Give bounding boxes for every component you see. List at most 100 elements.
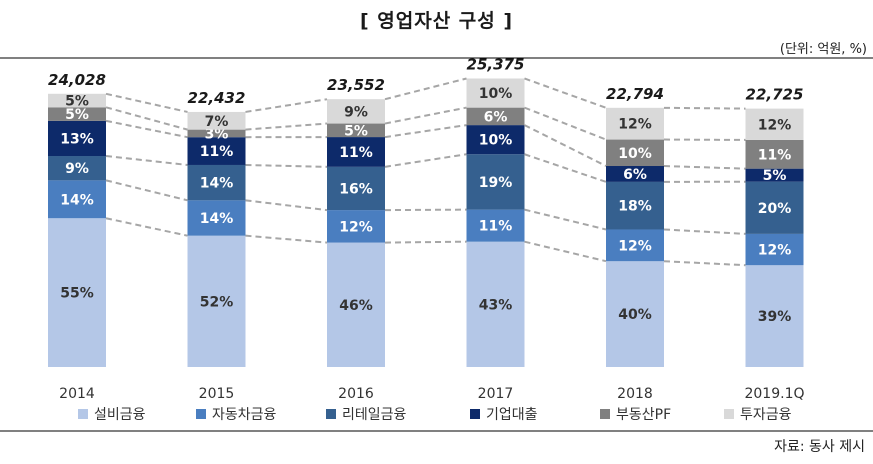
- legend-label-investment: 투자금융: [740, 407, 792, 423]
- data-label: 10%: [479, 86, 513, 102]
- connector-line: [384, 240, 467, 244]
- connector-line: [384, 124, 467, 139]
- connector-line: [524, 153, 607, 183]
- data-label: 18%: [618, 199, 652, 215]
- legend-swatch-lease: [326, 409, 336, 419]
- bar-segment-realestate: [606, 139, 664, 167]
- bar-segment-investment: [466, 78, 525, 108]
- bar-segment-auto: [466, 209, 525, 242]
- data-label: 52%: [200, 294, 234, 310]
- data-label: 16%: [339, 181, 373, 197]
- bar-segment-equipment: [606, 261, 664, 367]
- connector-line: [663, 228, 746, 235]
- connector-line: [245, 163, 328, 168]
- connector-line: [245, 199, 328, 212]
- connector-line: [663, 260, 746, 267]
- bar-segment-corporate: [745, 168, 804, 182]
- bar-segment-lease: [606, 181, 664, 230]
- bar-segment-realestate: [187, 129, 246, 138]
- data-label: 11%: [479, 219, 513, 235]
- x-tick-label: 2016: [338, 386, 374, 402]
- connector-line: [105, 106, 188, 131]
- bar-segment-corporate: [327, 137, 385, 167]
- legend-label-lease: 리테일금융: [342, 407, 407, 423]
- bar-segment-realestate: [745, 139, 804, 169]
- data-label: 5%: [65, 107, 89, 123]
- bar-segment-investment: [327, 99, 385, 124]
- data-label: 39%: [758, 309, 792, 325]
- total-label: 22,794: [606, 85, 664, 103]
- bar-segment-auto: [606, 229, 664, 262]
- connector-line: [245, 234, 328, 244]
- chart-title: [ 영업자산 구성 ]: [359, 10, 514, 32]
- connector-line: [384, 106, 467, 125]
- legend-swatch-equipment: [78, 409, 88, 419]
- data-label: 12%: [758, 243, 792, 259]
- connector-line: [245, 122, 328, 131]
- bar-segment-corporate: [466, 125, 525, 155]
- bar-segment-lease: [466, 154, 525, 210]
- connector-line: [663, 165, 746, 170]
- connector-line: [105, 92, 188, 113]
- total-label: 25,375: [467, 55, 525, 73]
- data-label: 12%: [758, 117, 792, 133]
- connector-line: [105, 119, 188, 139]
- data-label: 12%: [618, 117, 652, 133]
- data-label: 5%: [763, 168, 787, 184]
- connector-line: [524, 106, 607, 141]
- bar-segment-investment: [48, 93, 106, 108]
- data-label: 14%: [60, 192, 94, 208]
- legend-label-equipment: 설비금융: [94, 407, 146, 423]
- connector-line: [524, 124, 607, 167]
- data-label: 12%: [618, 238, 652, 254]
- bar-segment-auto: [187, 200, 246, 236]
- legend-label-corporate: 기업대출: [486, 407, 538, 423]
- bar-segment-equipment: [466, 241, 525, 367]
- x-tick-label: 2018: [617, 386, 653, 402]
- data-label: 5%: [344, 123, 368, 139]
- data-label: 9%: [344, 104, 368, 120]
- legend-swatch-corporate: [470, 409, 480, 419]
- data-label: 10%: [618, 146, 652, 162]
- connector-line: [105, 217, 188, 237]
- legend-swatch-investment: [724, 409, 734, 419]
- data-label: 11%: [758, 147, 792, 163]
- bar-segment-equipment: [745, 265, 804, 367]
- data-label: 55%: [60, 286, 94, 302]
- data-label: 5%: [65, 94, 89, 110]
- connector-line: [105, 155, 188, 166]
- bar-segment-investment: [187, 111, 246, 130]
- bar-segment-auto: [327, 210, 385, 243]
- connector-line: [524, 240, 607, 263]
- connector-line: [384, 77, 467, 101]
- total-label: 23,552: [327, 76, 385, 94]
- bar-segment-investment: [745, 108, 804, 140]
- bar-segment-auto: [48, 180, 106, 219]
- source-note: 자료: 동사 제시: [774, 439, 865, 455]
- legend-label-auto: 자동차금융: [212, 407, 277, 423]
- bar-segment-realestate: [466, 107, 525, 126]
- data-label: 43%: [479, 297, 513, 313]
- data-label: 9%: [65, 161, 89, 177]
- data-label: 11%: [339, 145, 373, 161]
- bar-segment-lease: [745, 181, 804, 234]
- bar-segment-investment: [606, 107, 664, 140]
- connector-line: [384, 153, 467, 168]
- data-label: 40%: [618, 307, 652, 323]
- bar-segment-equipment: [327, 242, 385, 367]
- legend-swatch-auto: [196, 409, 206, 419]
- bar-segment-equipment: [187, 235, 246, 367]
- data-label: 10%: [479, 133, 513, 149]
- bar-segment-corporate: [606, 166, 664, 182]
- legend-label-realestate: 부동산PF: [616, 407, 671, 423]
- data-label: 20%: [758, 201, 792, 217]
- legend-swatch-realestate: [600, 409, 610, 419]
- data-label: 12%: [339, 219, 373, 235]
- bar-segment-lease: [187, 164, 246, 201]
- total-label: 22,725: [746, 86, 804, 104]
- bar-segment-realestate: [48, 107, 106, 121]
- connector-line: [524, 208, 607, 231]
- connector-line: [524, 77, 607, 109]
